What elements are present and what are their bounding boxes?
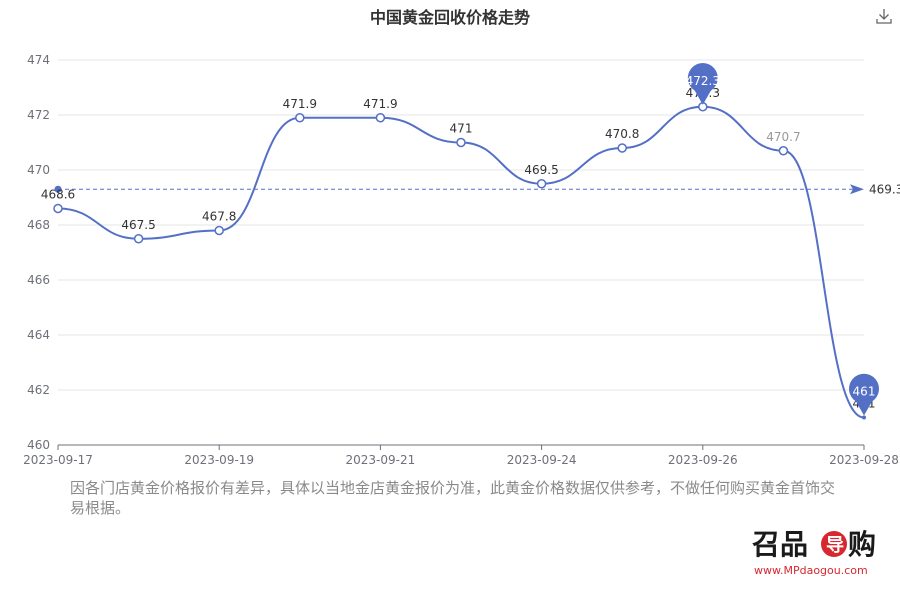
data-label: 469.5 xyxy=(524,163,558,177)
site-logo[interactable]: 召品 导 购 www.MPdaogou.com xyxy=(750,526,890,578)
data-point xyxy=(456,137,466,148)
min-mark-pin-shape xyxy=(849,373,879,416)
max-mark-pin: 472.3 xyxy=(686,63,720,105)
data-point xyxy=(862,415,866,420)
data-point xyxy=(536,179,547,189)
axes: 460 462 464 466 468 470 472 474 2023-09-17 2023-0… xyxy=(23,53,899,467)
min-mark-pin-label: 461 xyxy=(853,385,876,399)
x-tick-label: 2023-09-24 xyxy=(507,453,577,467)
mark-line-arrow xyxy=(850,184,864,195)
y-tick-label: 472 xyxy=(27,108,50,122)
data-label: 467.8 xyxy=(202,210,236,224)
data-points xyxy=(53,102,866,420)
x-tick-label: 2023-09-19 xyxy=(184,453,254,467)
average-mark-line: 469.3 xyxy=(54,182,900,196)
y-tick-label: 470 xyxy=(27,163,50,177)
y-tick-label: 468 xyxy=(27,218,50,232)
download-icon[interactable] xyxy=(874,6,894,26)
logo-url: www.MPdaogou.com xyxy=(754,564,868,577)
data-label: 471.9 xyxy=(283,97,317,111)
data-point xyxy=(375,113,386,123)
y-tick-label: 460 xyxy=(27,438,50,452)
y-tick-label: 462 xyxy=(27,383,50,397)
data-label: 468.6 xyxy=(41,188,75,202)
y-tick-label: 474 xyxy=(27,53,50,67)
chart-title: 中国黄金回收价格走势 xyxy=(369,8,530,27)
x-tick-label: 2023-09-17 xyxy=(23,453,93,467)
svg-text:导: 导 xyxy=(826,535,844,556)
data-point xyxy=(295,113,305,123)
mark-line-start xyxy=(54,185,62,193)
max-mark-pin-shape xyxy=(687,63,718,105)
x-tick-label: 2023-09-21 xyxy=(346,453,416,467)
data-point xyxy=(214,225,224,236)
svg-text:购: 购 xyxy=(848,528,876,561)
data-point xyxy=(53,203,63,214)
data-point xyxy=(617,143,627,153)
min-mark-pin: 461 xyxy=(849,373,879,416)
x-tick-label: 2023-09-28 xyxy=(829,453,899,467)
disclaimer-note: 因各门店黄金价格报价有差异，具体以当地金店黄金报价为准，此黄金价格数据仅供参考，… xyxy=(70,479,836,517)
data-point xyxy=(778,146,789,156)
data-label: 471.9 xyxy=(363,97,397,111)
data-label: 471 xyxy=(450,122,473,136)
grid-lines xyxy=(58,59,864,391)
x-tick-label: 2023-09-26 xyxy=(668,453,738,467)
mark-points: 472.3 461 xyxy=(686,63,879,416)
data-label: 470.7 xyxy=(766,130,800,144)
data-label: 470.8 xyxy=(605,127,639,141)
data-label: 467.5 xyxy=(121,218,155,232)
series-line xyxy=(57,105,865,419)
data-labels: 468.6 467.5 467.8 471.9 471.9 471 469.5 470.8 47… xyxy=(41,86,876,411)
svg-text:召品: 召品 xyxy=(752,528,808,561)
y-tick-label: 464 xyxy=(27,328,50,342)
y-tick-label: 466 xyxy=(27,273,50,287)
max-mark-pin-label: 472.3 xyxy=(686,74,720,88)
data-point xyxy=(133,234,144,244)
mark-line-label: 469.3 xyxy=(869,182,900,196)
